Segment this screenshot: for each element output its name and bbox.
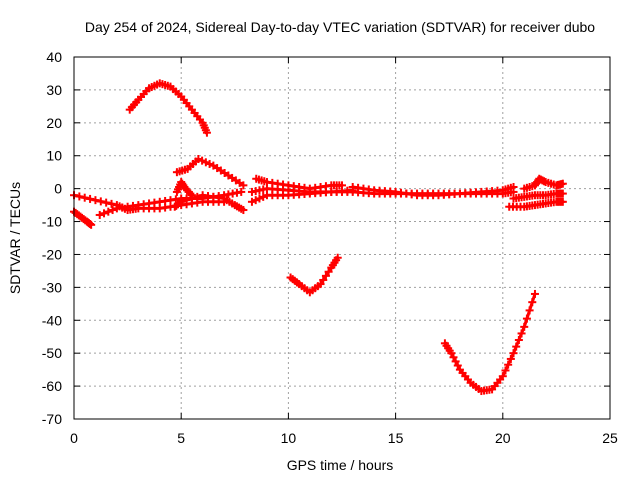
y-tick-label: -40 — [42, 312, 62, 328]
data-point — [520, 322, 529, 331]
data-point — [201, 158, 210, 167]
data-point — [198, 156, 207, 165]
data-point — [175, 199, 184, 208]
y-tick-label: -70 — [42, 411, 62, 427]
data-point — [104, 207, 113, 216]
data-point — [96, 197, 105, 206]
y-axis-label: SDTVAR / TECUs — [7, 182, 23, 294]
x-tick-label: 10 — [281, 430, 297, 446]
series-line — [443, 292, 537, 393]
data-point — [107, 199, 116, 208]
data-point — [202, 128, 211, 137]
data-point — [86, 194, 95, 203]
x-tick-label: 15 — [388, 430, 404, 446]
data-point — [80, 193, 89, 202]
data-point — [100, 209, 109, 218]
data-point — [321, 271, 330, 280]
data-point — [333, 253, 342, 262]
series-arc-j — [252, 174, 346, 193]
axis-ticks: 0 5 10 15 20 25 40 30 20 10 0 -10 -20 -30 -40 -50 -60 -70 — [42, 49, 618, 446]
y-tick-label: -20 — [42, 246, 62, 262]
series-line — [128, 81, 209, 135]
plot-area — [70, 79, 567, 396]
data-point — [512, 342, 521, 351]
data-point — [255, 194, 264, 203]
data-point — [87, 220, 96, 229]
y-tick-label: 10 — [46, 148, 62, 164]
data-point — [528, 298, 537, 307]
data-point — [447, 349, 456, 358]
series-arc-n — [505, 197, 567, 211]
data-point — [522, 314, 531, 323]
y-tick-label: -60 — [42, 378, 62, 394]
data-point — [530, 289, 539, 298]
series-arc-i — [247, 186, 357, 206]
data-point — [182, 196, 191, 205]
data-point — [95, 210, 104, 219]
x-tick-label: 25 — [602, 430, 618, 446]
series-arc-l — [286, 253, 342, 297]
series-arc-m — [440, 289, 539, 396]
x-tick-label: 0 — [70, 430, 78, 446]
series-arc-o — [509, 189, 567, 203]
series-arc-c — [95, 187, 246, 219]
grid — [74, 57, 610, 419]
y-tick-label: 30 — [46, 82, 62, 98]
data-point — [108, 206, 117, 215]
data-point — [193, 192, 202, 201]
data-point — [506, 354, 515, 363]
data-point — [239, 181, 248, 190]
series-arc-e — [170, 191, 248, 215]
y-tick-label: -10 — [42, 214, 62, 230]
data-point — [558, 179, 567, 188]
data-point — [509, 349, 518, 358]
series-arc-d — [125, 79, 211, 137]
data-point — [177, 197, 186, 206]
data-point — [239, 206, 248, 215]
data-point — [205, 159, 214, 168]
y-tick-label: -30 — [42, 279, 62, 295]
data-point — [449, 353, 458, 362]
x-axis-label: GPS time / hours — [287, 457, 394, 473]
data-point — [514, 336, 523, 345]
data-point — [75, 192, 84, 201]
data-point — [187, 191, 196, 200]
data-point — [453, 361, 462, 370]
data-point — [247, 197, 256, 206]
data-point — [498, 372, 507, 381]
data-point — [259, 192, 268, 201]
data-point — [194, 155, 203, 164]
data-point — [558, 189, 567, 198]
data-point — [102, 198, 111, 207]
data-point — [517, 329, 526, 338]
data-point — [525, 306, 534, 315]
data-point — [338, 181, 346, 190]
series-arc-k — [348, 182, 518, 200]
data-point — [324, 267, 333, 276]
data-point — [509, 182, 518, 191]
data-point — [451, 357, 460, 366]
data-point — [91, 196, 100, 205]
x-tick-label: 5 — [177, 430, 185, 446]
data-point — [319, 275, 328, 284]
y-tick-label: -50 — [42, 345, 62, 361]
series-arc-g — [172, 155, 248, 190]
plot-frame — [73, 56, 611, 420]
y-tick-label: 40 — [46, 49, 62, 65]
data-point — [186, 189, 195, 198]
x-tick-label: 20 — [495, 430, 511, 446]
series-arc-p — [520, 174, 567, 193]
data-point — [501, 366, 510, 375]
data-point — [558, 197, 567, 206]
data-point — [237, 187, 246, 196]
data-point — [504, 360, 513, 369]
series-arc-f — [172, 178, 196, 200]
y-tick-label: 0 — [54, 181, 62, 197]
data-point — [251, 196, 260, 205]
y-tick-label: 20 — [46, 115, 62, 131]
data-point — [316, 280, 325, 289]
chart-title: Day 254 of 2024, Sidereal Day-to-day VTE… — [85, 19, 595, 35]
